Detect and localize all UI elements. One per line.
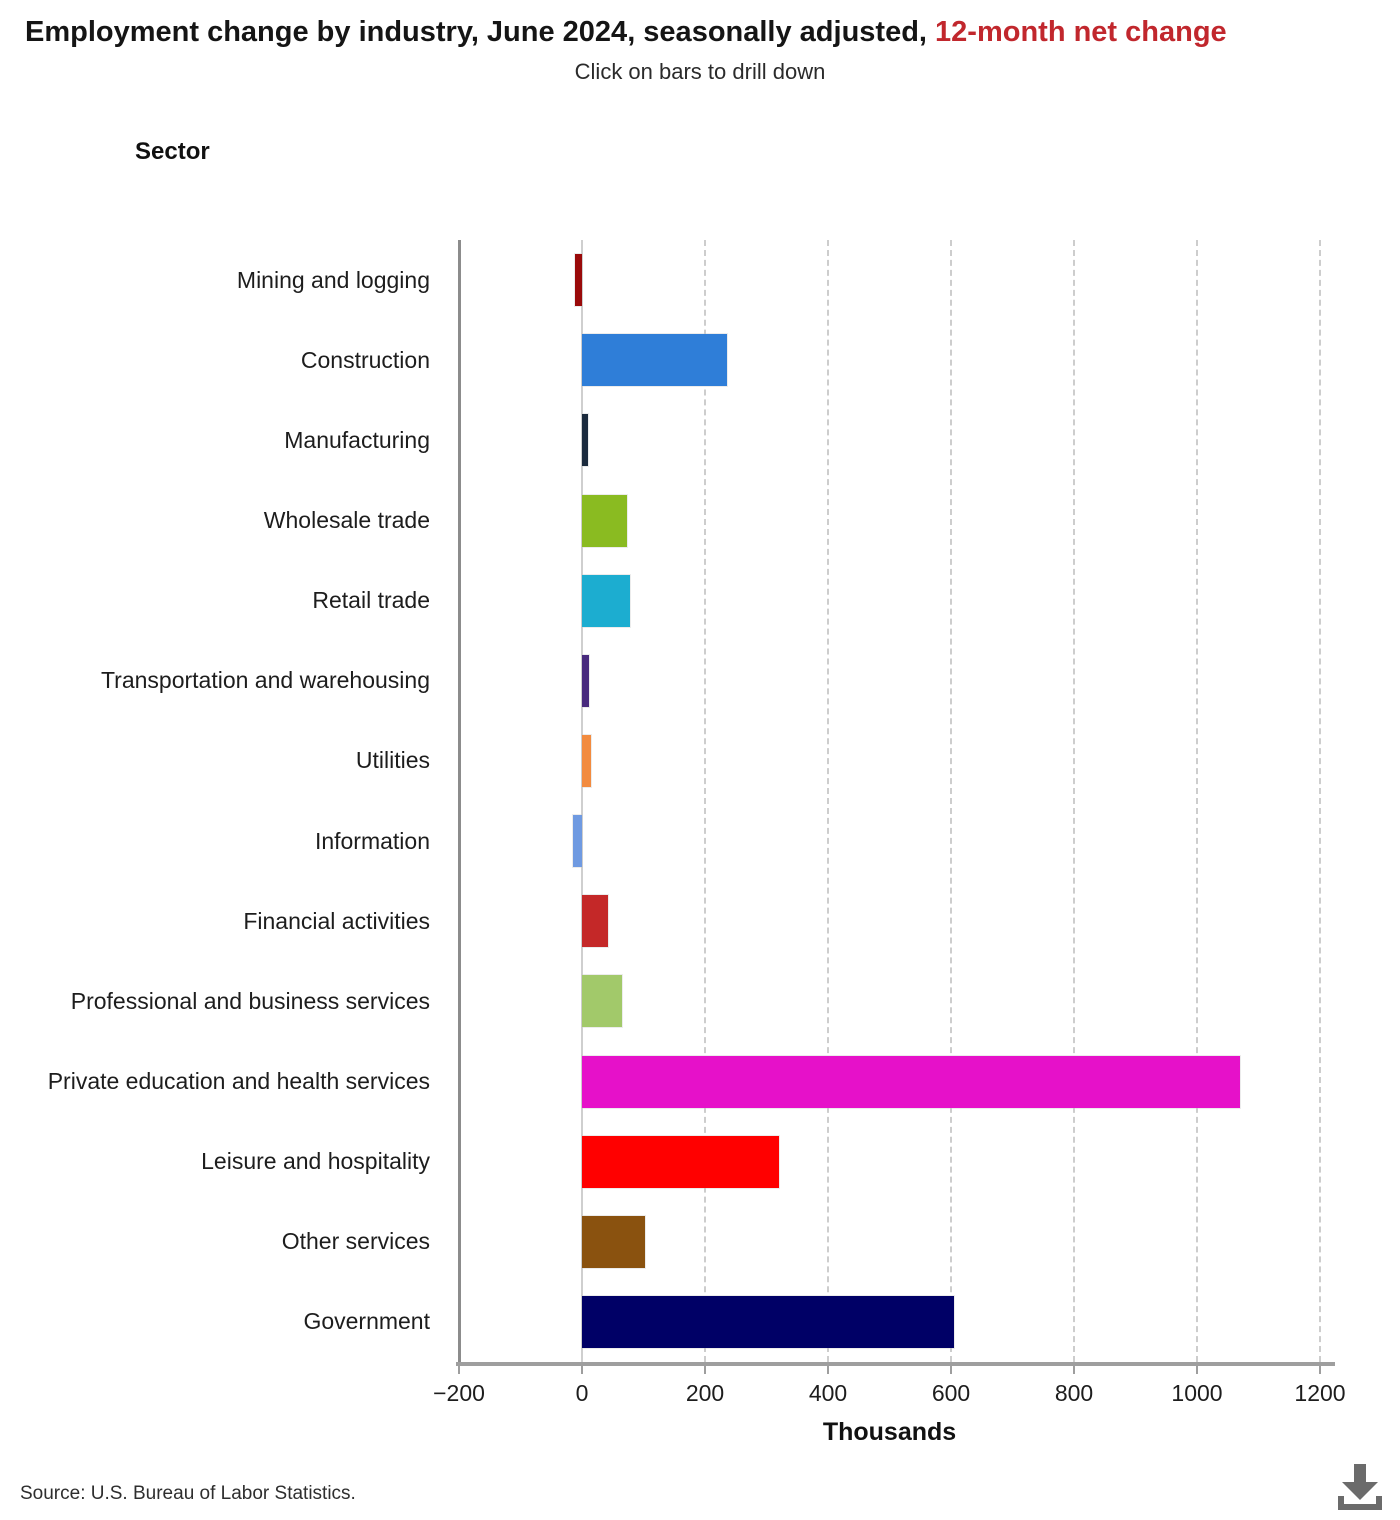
- x-tick--200: [458, 1366, 460, 1374]
- x-tick-600: [950, 1366, 952, 1374]
- bar-transportation-and-warehousing[interactable]: [582, 654, 590, 707]
- category-label-other-services: Other services: [281, 1228, 430, 1255]
- x-tick-200: [704, 1366, 706, 1374]
- category-label-retail-trade: Retail trade: [312, 587, 430, 614]
- bar-professional-and-business-services[interactable]: [582, 975, 622, 1028]
- category-label-private-education-and-health-services: Private education and health services: [47, 1068, 430, 1094]
- bar-utilities[interactable]: [582, 734, 591, 787]
- x-tick-label-0: 0: [575, 1380, 589, 1406]
- y-axis-title: Sector: [135, 138, 210, 165]
- bar-wholesale-trade[interactable]: [582, 494, 627, 547]
- x-tick-400: [827, 1366, 829, 1374]
- category-label-mining-and-logging: Mining and logging: [236, 266, 430, 293]
- bar-other-services[interactable]: [582, 1215, 645, 1268]
- category-label-government: Government: [303, 1308, 430, 1335]
- bar-mining-and-logging[interactable]: [574, 254, 582, 307]
- bar-information[interactable]: [572, 815, 582, 868]
- x-tick-1200: [1319, 1366, 1321, 1374]
- x-tick-label-600: 600: [931, 1380, 971, 1406]
- bar-manufacturing[interactable]: [582, 414, 589, 467]
- x-tick-label-800: 800: [1054, 1380, 1094, 1406]
- download-icon-tray: [1338, 1496, 1382, 1510]
- bar-private-education-and-health-services[interactable]: [582, 1055, 1241, 1108]
- category-label-wholesale-trade: Wholesale trade: [263, 507, 430, 533]
- category-label-financial-activities: Financial activities: [243, 907, 430, 934]
- chart-subtitle: Click on bars to drill down: [574, 59, 826, 84]
- x-tick-800: [1073, 1366, 1075, 1374]
- category-label-construction: Construction: [300, 346, 430, 373]
- gridline--200: [458, 240, 461, 1362]
- category-label-utilities: Utilities: [355, 747, 430, 774]
- chart-title-highlight: 12-month net change: [935, 16, 1227, 48]
- gridline-1200: [1319, 240, 1321, 1362]
- download-icon: [1354, 1464, 1366, 1482]
- chart-title-main: Employment change by industry, June 2024…: [25, 16, 936, 48]
- source-text: Source: U.S. Bureau of Labor Statistics.: [20, 1483, 356, 1504]
- bar-leisure-and-hospitality[interactable]: [582, 1135, 779, 1188]
- x-tick-label-1200: 1200: [1294, 1380, 1346, 1406]
- bar-construction[interactable]: [582, 334, 727, 387]
- gridline-400: [827, 240, 829, 1362]
- gridline-600: [950, 240, 952, 1362]
- x-tick-0: [581, 1366, 583, 1374]
- gridline-0: [581, 240, 583, 1362]
- gridline-200: [704, 240, 706, 1362]
- x-tick-label-400: 400: [808, 1380, 848, 1406]
- gridline-800: [1073, 240, 1075, 1362]
- download-button[interactable]: [1330, 1460, 1390, 1516]
- x-tick-1000: [1196, 1366, 1198, 1374]
- bar-financial-activities[interactable]: [582, 895, 608, 948]
- category-label-transportation-and-warehousing: Transportation and warehousing: [100, 667, 430, 694]
- category-label-information: Information: [314, 827, 430, 854]
- x-tick-label--200: −200: [433, 1380, 485, 1406]
- x-tick-label-1000: 1000: [1171, 1380, 1223, 1406]
- bar-retail-trade[interactable]: [582, 574, 630, 627]
- category-label-professional-and-business-services: Professional and business services: [70, 987, 430, 1014]
- x-tick-label-200: 200: [685, 1380, 725, 1406]
- x-axis-title: Thousands: [822, 1418, 957, 1446]
- category-label-manufacturing: Manufacturing: [284, 426, 430, 453]
- chart-title: Employment change by industry, June 2024…: [25, 16, 1385, 49]
- x-axis-line: [456, 1362, 1335, 1366]
- category-label-leisure-and-hospitality: Leisure and hospitality: [201, 1148, 430, 1175]
- download-icon-arrowhead: [1342, 1482, 1378, 1500]
- gridline-1000: [1196, 240, 1198, 1362]
- bar-government[interactable]: [582, 1295, 955, 1348]
